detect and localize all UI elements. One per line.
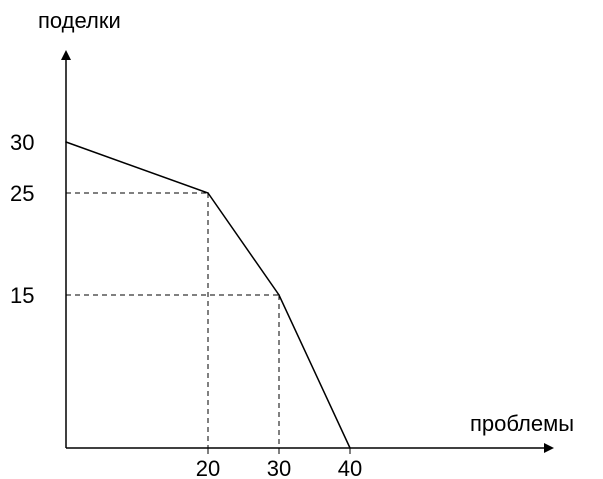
y-tick-label-2: 15	[10, 283, 34, 308]
x-tick-label-0: 20	[196, 456, 220, 479]
dashed-guides	[66, 192, 280, 448]
x-axis-label: проблемы	[470, 411, 574, 436]
ppf-line	[65, 141, 351, 449]
data-point-1	[207, 192, 209, 194]
data-point-2	[278, 294, 280, 296]
axes	[61, 50, 554, 453]
y-tick-label-0: 30	[10, 130, 34, 155]
ppf-curve-group	[65, 141, 351, 449]
y-tick-label-1: 25	[10, 181, 34, 206]
data-point-0	[65, 141, 67, 143]
x-tick-label-1: 30	[267, 456, 291, 479]
x-tick-label-2: 40	[338, 456, 362, 479]
tick-labels: 30 25 15 20 30 40	[10, 130, 362, 479]
y-axis-label: поделки	[38, 8, 121, 33]
